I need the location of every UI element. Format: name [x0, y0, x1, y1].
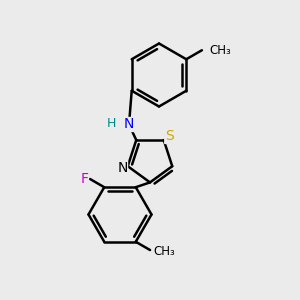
Text: CH₃: CH₃ — [153, 245, 175, 258]
Text: N: N — [117, 161, 128, 175]
Text: S: S — [165, 130, 173, 143]
Text: F: F — [80, 172, 88, 186]
Text: N: N — [124, 118, 134, 131]
Text: H: H — [107, 117, 116, 130]
Text: CH₃: CH₃ — [209, 44, 231, 57]
